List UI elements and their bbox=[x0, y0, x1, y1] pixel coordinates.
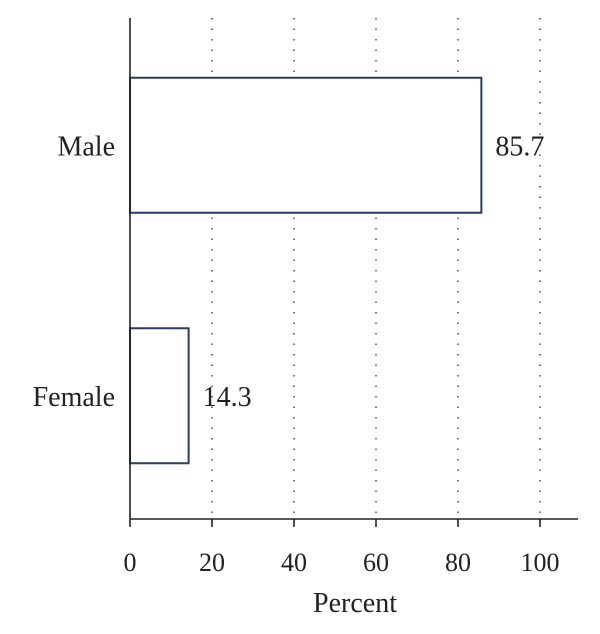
x-tick-label-20: 20 bbox=[199, 548, 225, 577]
x-tick-label-100: 100 bbox=[521, 548, 560, 577]
axes bbox=[129, 18, 578, 520]
x-axis-title: Percent bbox=[313, 588, 397, 619]
x-tick-label-80: 80 bbox=[445, 548, 471, 577]
data-label-male: 85.7 bbox=[495, 131, 544, 162]
category-label-female: Female bbox=[33, 382, 115, 413]
bars bbox=[129, 76, 483, 465]
category-label-male: Male bbox=[57, 131, 115, 162]
bar-female bbox=[129, 327, 190, 465]
x-tick-label-0: 0 bbox=[124, 548, 137, 577]
data-label-female: 14.3 bbox=[203, 382, 252, 413]
bar-male bbox=[129, 76, 483, 214]
x-ticks: 0 20 40 60 80 100 bbox=[124, 519, 560, 577]
category-labels: Male Female bbox=[33, 131, 115, 413]
x-tick-label-40: 40 bbox=[281, 548, 307, 577]
data-labels: 85.7 14.3 bbox=[203, 131, 545, 413]
x-tick-label-60: 60 bbox=[363, 548, 389, 577]
